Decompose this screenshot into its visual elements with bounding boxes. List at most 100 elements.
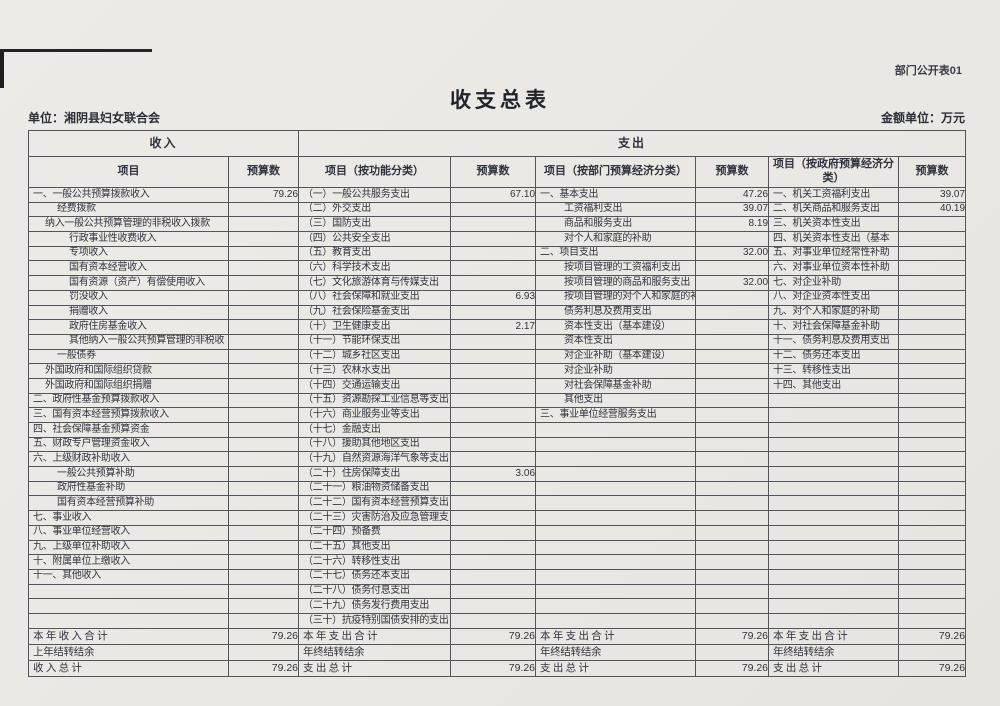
dept-econ-item-cell: 工资福利支出 [535,201,697,218]
functional-budget-column-header: 预算数 [450,156,537,188]
income-item-cell: 外国政府和国际组织捐赠 [28,377,229,394]
dept-econ-item-cell: 商品和服务支出 [535,216,697,233]
functional-budget-cell [450,363,537,379]
dept-econ-budget-cell [695,436,770,453]
summary-label: 收 入 总 计 [28,659,229,677]
dept-econ-budget-cell [695,480,770,497]
dept-econ-budget-cell [695,392,770,409]
table-row: 行政事业性收费收入 （四）公共安全支出 对个人和家庭的补助 四、机关资本性支出（基本 [28,231,967,247]
govt-econ-item-cell [768,436,900,453]
amount-unit-label: 金额单位：万元 [880,111,965,125]
govt-econ-budget-cell [898,524,967,541]
govt-econ-item-total-value [898,643,967,661]
functional-item-cell: （二十二）国有资本经营预算支出 [298,495,452,512]
functional-item-cell: （七）文化旅游体育与传媒支出 [298,275,452,291]
income-item-cell: 四、社会保障基金预算资金 [28,422,229,438]
functional-budget-cell [450,304,537,321]
summary-label: 年终结转结余 [298,643,452,661]
govt-econ-budget-cell [898,377,967,394]
functional-item-total-value: 79.26 [450,659,537,677]
govt-econ-budget-cell [898,612,967,629]
govt-econ-item-cell: 十四、其他支出 [768,377,900,394]
functional-budget-cell [450,275,537,291]
govt-econ-item-cell [768,407,900,423]
income-budget-cell [227,348,300,365]
table-row: 纳入一般公共预算管理的非税收入拨款 （三）国防支出 商品和服务支出 8.19 三、机关资… [28,216,967,233]
dept-econ-item-cell [535,451,697,468]
functional-item-cell: （十八）援助其他地区支出 [298,436,452,453]
table-row: 专项收入 （五）教育支出 二、项目支出 32.00 五、对事业单位经常性补助 [28,245,967,262]
dept-econ-item-cell: 对个人和家庭的补助 [535,231,697,247]
functional-item-total-value: 79.26 [450,627,537,645]
govt-econ-item-cell: 十三、转移性支出 [768,363,900,379]
govt-econ-item-cell [768,422,900,438]
functional-item-cell: （十九）自然资源海洋气象等支出 [298,451,452,468]
income-item-cell: 三、国有资本经营预算拨款收入 [28,407,229,423]
dept-econ-budget-cell [695,289,770,306]
income-item-cell: 七、事业收入 [28,510,229,526]
govt-econ-budget-cell [898,598,967,614]
income-item-cell: 外国政府和国际组织贷款 [28,363,229,379]
dept-econ-budget-cell: 8.19 [695,216,770,233]
dept-econ-budget-cell [695,524,770,541]
govt-econ-budget-cell: 40.19 [898,201,967,218]
govt-econ-item-cell [768,466,900,482]
table-row: 六、上级财政补助收入 （十九）自然资源海洋气象等支出 [28,451,967,468]
govt-econ-item-cell [768,598,900,614]
dept-econ-budget-cell [695,598,770,614]
govt-econ-item-cell: 六、对事业单位资本性补助 [768,260,900,277]
income-item-cell: 经费拨款 [28,201,229,218]
functional-item-cell: （三）国防支出 [298,216,452,233]
table-row: 十一、其他收入 （二十七）债务还本支出 [28,568,967,585]
govt-econ-budget-cell [898,319,967,335]
dept-econ-item-cell: 按项目管理的工资福利支出 [535,260,697,277]
functional-item-cell: （一）一般公共服务支出 [298,187,452,203]
functional-budget-cell: 67.10 [450,187,537,203]
table-row: 三、国有资本经营预算拨款收入 （十六）商业服务业等支出 三、事业单位经营服务支出 [28,407,967,423]
dept-econ-budget-cell [695,495,770,512]
dept-econ-budget-cell [695,451,770,468]
meta-row: 单位：湘阴县妇女联合会 金额单位：万元 [28,109,965,126]
govt-econ-budget-cell [898,422,967,438]
table-row: 一般债券 （十二）城乡社区支出 对企业补助（基本建设） 十二、债务还本支出 [28,348,967,365]
dept-econ-item-cell: 对企业补助（基本建设） [535,348,697,365]
govt-econ-budget-cell [898,363,967,379]
govt-econ-item-cell: 一、机关工资福利支出 [768,187,900,203]
income-item-cell: 一、一般公共预算拨款收入 [28,187,229,203]
functional-budget-cell [450,451,537,468]
govt-econ-budget-cell: 39.07 [898,187,967,203]
summary-label: 本 年 支 出 合 计 [768,627,900,645]
govt-econ-budget-cell [898,495,967,512]
income-budget-cell [227,480,300,497]
table-row: 政府性基金补助 （二十一）粮油物资储备支出 [28,480,967,497]
dept-econ-item-cell [535,422,697,438]
govt-econ-budget-cell [898,436,967,453]
govt-econ-budget-cell [898,480,967,497]
income-budget-cell [227,598,300,614]
scan-edge-artifact [0,49,4,88]
functional-budget-cell [450,510,537,526]
dept-econ-budget-cell [695,466,770,482]
summary-label: 支 出 总 计 [768,659,900,677]
income-item-cell: 一般债券 [28,348,229,365]
functional-item-cell: （十四）交通运输支出 [298,377,452,394]
income-item-cell: 政府住房基金收入 [28,319,229,335]
govt-econ-item-column-header: 项目（按政府预算经济分类） [768,156,900,188]
functional-item-cell: （二十九）债务发行费用支出 [298,598,452,614]
dept-econ-budget-cell [695,260,770,277]
income-budget-cell [227,260,300,277]
functional-budget-cell [450,201,537,218]
table-row: （二十八）债务付息支出 [28,583,967,600]
dept-econ-budget-column-header: 预算数 [695,156,770,188]
functional-item-cell: （四）公共安全支出 [298,231,452,247]
functional-item-cell: （二十六）转移性支出 [298,554,452,570]
functional-budget-cell [450,333,537,350]
govt-econ-item-cell [768,510,900,526]
functional-budget-cell [450,260,537,277]
dept-econ-budget-cell [695,377,770,394]
functional-item-cell: （二十三）灾害防治及应急管理支 [298,510,452,526]
dept-econ-item-total-value: 79.26 [695,627,770,645]
income-budget-cell [227,495,300,512]
table-row: 捐赠收入 （九）社会保险基金支出 债务利息及费用支出 九、对个人和家庭的补助 [28,304,967,321]
table-row: 二、政府性基金预算拨款收入 （十五）资源勘探工业信息等支出 其他支出 [28,392,967,409]
